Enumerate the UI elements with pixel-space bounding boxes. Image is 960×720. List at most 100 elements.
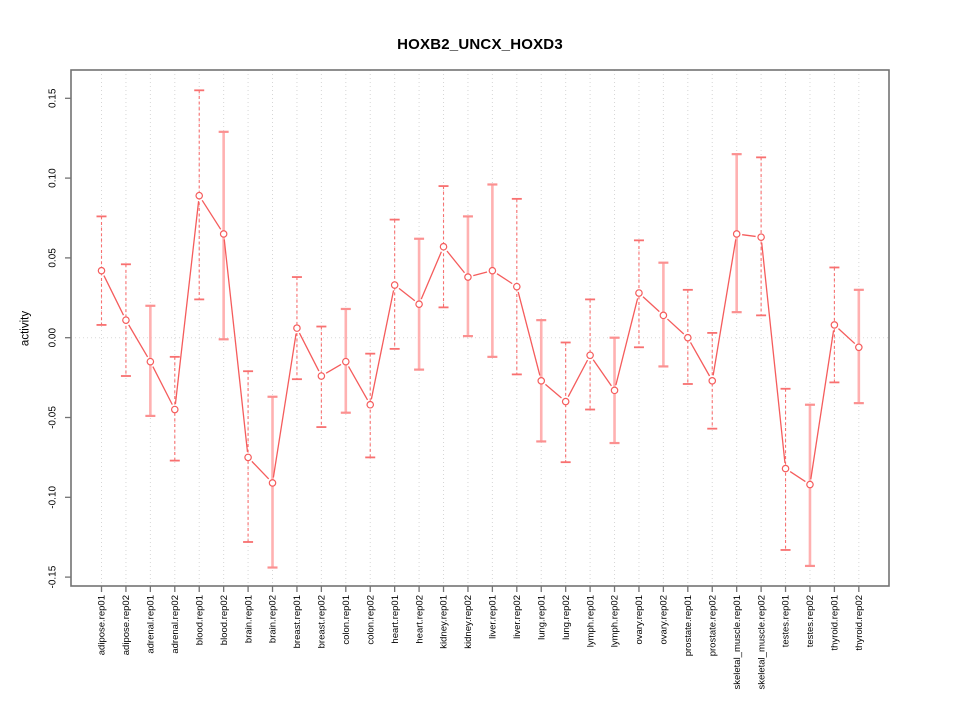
data-point-marker bbox=[219, 230, 228, 238]
series-segment bbox=[838, 328, 856, 345]
y-tick-label: 0.15 bbox=[48, 88, 59, 108]
x-tick-label: lymph.rep02 bbox=[610, 595, 621, 647]
data-point-marker bbox=[830, 321, 839, 329]
data-point-marker bbox=[684, 333, 692, 342]
y-tick-label: -0.05 bbox=[48, 406, 59, 429]
series-segment bbox=[446, 250, 466, 274]
x-tick-label: thyroid.rep01 bbox=[830, 595, 841, 650]
series-segment bbox=[496, 273, 513, 285]
data-point-marker bbox=[390, 281, 399, 289]
data-point-marker bbox=[586, 351, 594, 360]
y-tick-label: 0.00 bbox=[48, 328, 59, 348]
series-segment bbox=[272, 333, 297, 478]
series-segment bbox=[667, 318, 685, 335]
x-tick-label: colon.rep02 bbox=[365, 595, 376, 645]
x-tick-label: adipose.rep01 bbox=[97, 595, 108, 655]
data-point-marker bbox=[732, 230, 741, 238]
data-point-marker bbox=[244, 453, 252, 462]
x-tick-label: thyroid.rep02 bbox=[854, 595, 865, 650]
x-tick-label: lung.rep02 bbox=[561, 595, 572, 640]
data-point-marker bbox=[610, 386, 619, 395]
series-segment bbox=[325, 363, 342, 374]
data-point-marker bbox=[757, 233, 765, 241]
data-point-marker bbox=[439, 242, 448, 251]
series-segment bbox=[761, 242, 786, 464]
series-segment bbox=[152, 366, 173, 405]
series-segment bbox=[347, 366, 369, 401]
x-tick-label: prostate.rep01 bbox=[683, 595, 694, 656]
data-point-marker bbox=[415, 300, 423, 308]
series-segment bbox=[592, 359, 612, 387]
data-point-marker bbox=[170, 405, 179, 414]
x-tick-label: colon.rep01 bbox=[341, 595, 352, 645]
x-tick-label: heart.rep01 bbox=[390, 595, 401, 644]
x-tick-label: ovary.rep01 bbox=[634, 595, 645, 644]
x-tick-label: lung.rep01 bbox=[536, 595, 547, 640]
series-segment bbox=[370, 290, 395, 400]
series-segment bbox=[789, 471, 806, 483]
x-tick-label: prostate.rep02 bbox=[707, 595, 718, 656]
data-point-marker bbox=[708, 376, 717, 385]
x-tick-label: breast.rep02 bbox=[317, 595, 328, 648]
x-tick-label: adrenal.rep01 bbox=[146, 595, 157, 654]
data-point-marker bbox=[341, 357, 350, 366]
series-segment bbox=[298, 332, 320, 372]
x-tick-label: blood.rep02 bbox=[219, 595, 230, 645]
data-point-marker bbox=[855, 343, 863, 352]
x-tick-label: kidney.rep02 bbox=[463, 595, 474, 649]
x-tick-label: skeletal_muscle.rep02 bbox=[756, 595, 767, 690]
data-point-marker bbox=[97, 266, 106, 275]
x-tick-label: heart.rep02 bbox=[414, 595, 425, 644]
x-tick-label: adrenal.rep02 bbox=[170, 595, 181, 654]
data-point-marker bbox=[781, 464, 790, 473]
data-point-marker bbox=[537, 376, 546, 385]
x-tick-label: lymph.rep01 bbox=[585, 595, 596, 647]
series-segment bbox=[689, 342, 711, 377]
data-point-marker bbox=[146, 357, 155, 366]
data-point-marker bbox=[659, 311, 668, 320]
data-point-marker bbox=[635, 289, 643, 297]
data-point-marker bbox=[513, 282, 521, 291]
y-tick-label: 0.05 bbox=[48, 248, 59, 268]
x-tick-label: kidney.rep01 bbox=[439, 595, 450, 649]
y-tick-label: -0.15 bbox=[48, 565, 59, 588]
series-segment bbox=[398, 287, 416, 302]
series-segment bbox=[128, 324, 149, 358]
x-tick-label: testes.rep02 bbox=[805, 595, 816, 647]
data-point-marker bbox=[488, 266, 497, 275]
x-tick-label: adipose.rep02 bbox=[121, 595, 132, 655]
series-segment bbox=[615, 298, 639, 386]
data-point-marker bbox=[464, 273, 472, 281]
series-segment bbox=[712, 239, 737, 376]
y-tick-label: -0.10 bbox=[48, 485, 59, 508]
series-segment bbox=[420, 251, 442, 300]
data-point-marker bbox=[317, 372, 326, 380]
series-segment bbox=[567, 359, 589, 397]
series-segment bbox=[517, 291, 541, 376]
data-point-marker bbox=[122, 316, 130, 324]
x-tick-label: liver.rep02 bbox=[512, 595, 523, 639]
x-tick-label: breast.rep01 bbox=[292, 595, 303, 648]
x-tick-label: testes.rep01 bbox=[781, 595, 792, 647]
data-point-marker bbox=[561, 397, 570, 406]
x-tick-label: brain.rep02 bbox=[268, 595, 279, 643]
x-tick-label: skeletal_muscle.rep01 bbox=[732, 595, 743, 690]
series-segment bbox=[742, 234, 756, 238]
series-segment bbox=[103, 275, 125, 316]
data-point-marker bbox=[195, 191, 204, 200]
data-point-marker bbox=[806, 480, 814, 489]
series-segment bbox=[251, 460, 270, 480]
chart-title: HOXB2_UNCX_HOXD3 bbox=[397, 36, 563, 53]
series-segment bbox=[810, 330, 835, 480]
series-segment bbox=[201, 199, 222, 230]
series-segment bbox=[223, 239, 249, 453]
y-tick-label: 0.10 bbox=[48, 168, 59, 188]
x-tick-label: ovary.rep02 bbox=[659, 595, 670, 644]
x-tick-label: blood.rep01 bbox=[194, 595, 205, 645]
data-point-marker bbox=[366, 400, 375, 409]
x-tick-label: liver.rep01 bbox=[488, 595, 499, 639]
series-segment bbox=[473, 271, 488, 277]
series-segment bbox=[174, 201, 200, 405]
